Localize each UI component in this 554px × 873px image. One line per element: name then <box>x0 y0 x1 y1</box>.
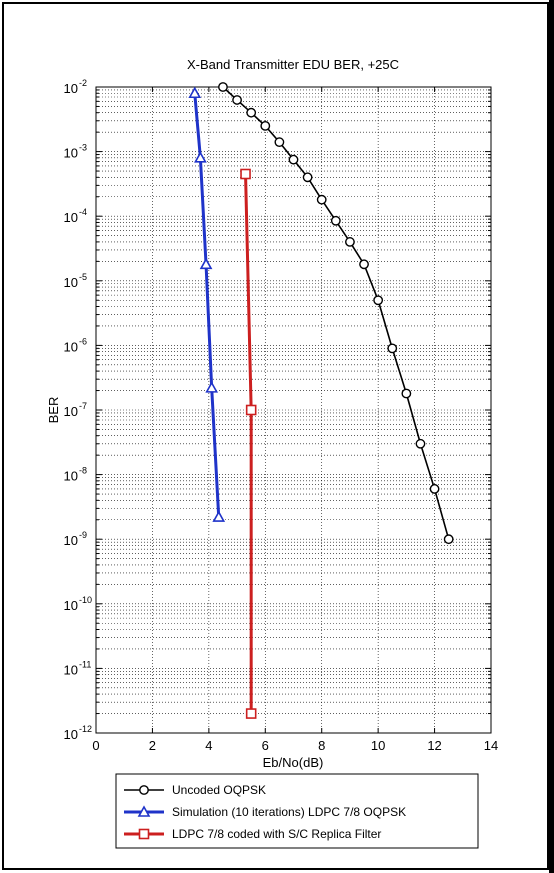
y-tick-exponent: -10 <box>79 595 92 605</box>
series-triangle <box>188 86 226 522</box>
legend-box <box>115 773 479 849</box>
x-axis-label: Eb/No(dB) <box>263 755 324 770</box>
x-tick-label: 8 <box>318 738 325 753</box>
series-layer <box>188 82 454 719</box>
data-point <box>429 484 440 494</box>
y-tick-label: 10 <box>64 210 78 225</box>
legend-marker <box>137 805 151 817</box>
data-point <box>194 151 207 163</box>
y-tick-exponent: -4 <box>79 207 87 217</box>
legend-entry: LDPC 7/8 coded with S/C Replica Filter <box>124 827 381 841</box>
x-tick-label: 2 <box>149 738 156 753</box>
data-point <box>415 438 426 449</box>
y-tick-label: 10 <box>64 469 78 484</box>
window-edge <box>549 0 554 873</box>
y-tick-label: 10 <box>64 727 78 742</box>
y-tick-exponent: -2 <box>79 78 87 88</box>
y-tick-exponent: -7 <box>79 401 87 411</box>
legend: Uncoded OQPSK Simulation (10 iterations) … <box>115 773 479 849</box>
x-tick-label: 4 <box>205 738 212 753</box>
series-square <box>240 168 257 719</box>
y-tick-exponent: -5 <box>79 272 87 282</box>
y-tick-label: 10 <box>64 662 78 677</box>
data-point <box>443 534 454 545</box>
legend-label: LDPC 7/8 coded with S/C Replica Filter <box>172 827 381 841</box>
legend-marker <box>139 785 149 795</box>
data-point <box>205 381 219 393</box>
data-point <box>302 172 313 183</box>
legend-entry: Uncoded OQPSK <box>124 783 266 797</box>
y-tick-label: 10 <box>64 598 78 613</box>
data-point <box>387 343 398 354</box>
y-tick-exponent: -6 <box>79 336 87 346</box>
data-point <box>199 257 213 270</box>
data-point <box>218 82 228 92</box>
y-tick-label: 10 <box>64 339 78 354</box>
data-point <box>316 194 327 205</box>
y-tick-exponent: -12 <box>79 724 92 734</box>
y-tick-label: 10 <box>64 275 78 290</box>
legend-label: Uncoded OQPSK <box>172 783 266 797</box>
y-tick-label: 10 <box>64 404 78 419</box>
data-point <box>401 388 412 399</box>
y-axis-label: BER <box>46 397 61 424</box>
x-tick-label: 6 <box>262 738 269 753</box>
y-tick-exponent: -11 <box>79 659 91 669</box>
x-tick-label: 14 <box>484 738 498 753</box>
y-tick-label: 10 <box>64 533 78 548</box>
data-point <box>288 154 299 165</box>
data-point <box>373 295 384 306</box>
chart-title: X-Band Transmitter EDU BER, +25C <box>187 57 399 72</box>
y-tick-exponent: -3 <box>79 143 87 153</box>
data-point <box>274 137 285 148</box>
data-point <box>260 120 271 131</box>
data-point <box>232 95 242 105</box>
x-tick-label: 12 <box>427 738 441 753</box>
legend-label: Simulation (10 iterations) LDPC 7/8 OQPS… <box>172 805 406 819</box>
y-tick-exponent: -8 <box>79 466 87 476</box>
data-point <box>345 237 355 247</box>
legend-marker <box>138 828 150 840</box>
data-point <box>212 510 226 522</box>
grid-lines <box>96 87 491 733</box>
data-point <box>359 259 369 270</box>
y-tick-label: 10 <box>64 146 78 161</box>
data-point <box>240 168 251 180</box>
axis-ticks: 0 2 4 6 8 10 12 1410-1210-1110-1010-910-810-710… <box>64 78 499 753</box>
data-point <box>330 215 341 226</box>
x-tick-label: 0 <box>92 738 99 753</box>
series-circle <box>218 82 454 545</box>
x-tick-label: 10 <box>371 738 385 753</box>
data-point <box>188 86 202 99</box>
data-point <box>246 107 257 118</box>
y-tick-exponent: -9 <box>79 530 87 540</box>
data-point <box>245 708 257 719</box>
y-tick-label: 10 <box>64 81 78 96</box>
data-point <box>245 404 257 416</box>
plot-area <box>95 86 492 734</box>
legend-entry: Simulation (10 iterations) LDPC 7/8 OQPS… <box>124 805 406 819</box>
